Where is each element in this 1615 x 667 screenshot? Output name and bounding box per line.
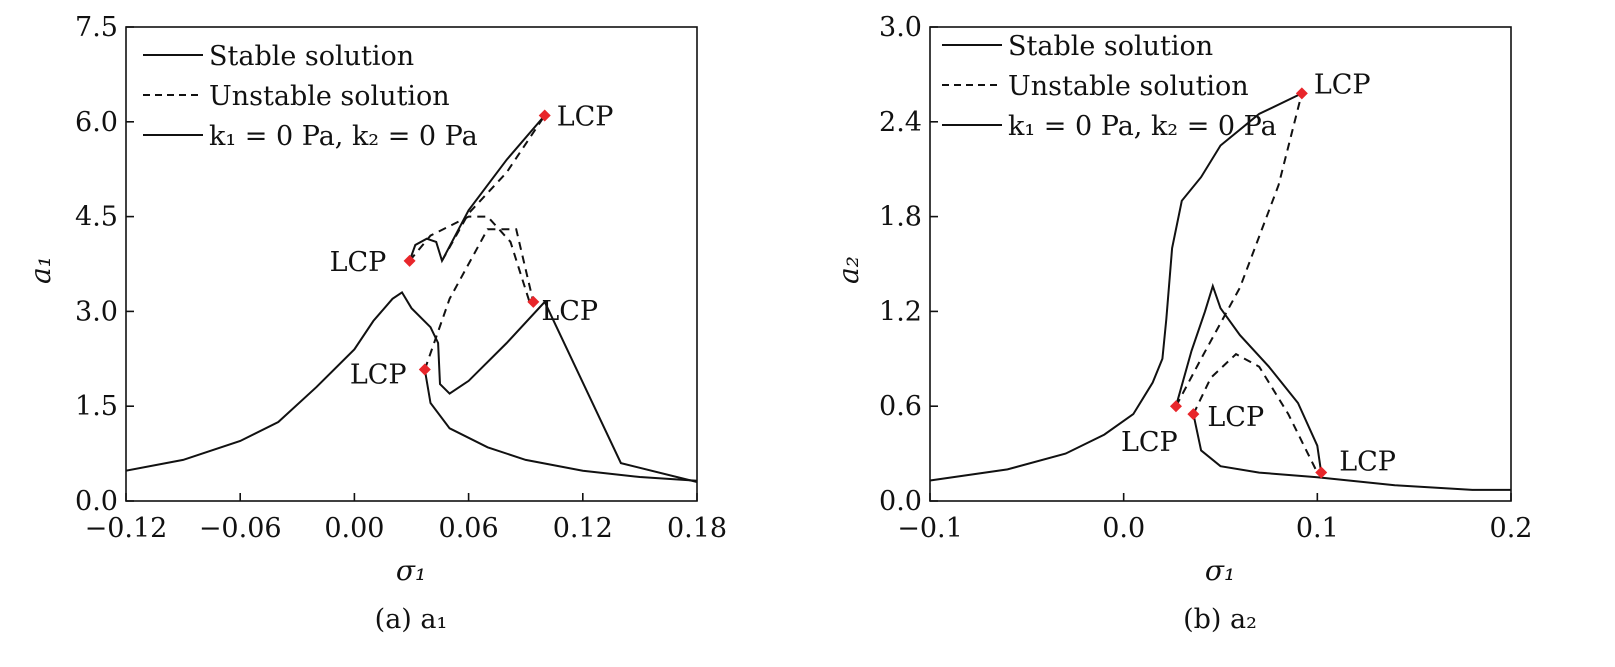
series-curve-1-solid — [929, 92, 1303, 482]
legend-label: k₁ = 0 Pa, k₂ = 0 Pa — [1008, 111, 1277, 142]
series-curve-5-dashed — [408, 215, 531, 303]
panel-caption: (b) a₂ — [1183, 604, 1257, 635]
x-tick-label: 0.00 — [324, 513, 384, 544]
plot-frame — [929, 26, 1512, 502]
legend-label: Unstable solution — [1008, 71, 1249, 102]
y-tick-label: 3.0 — [879, 12, 922, 43]
x-tick-label: −0.06 — [199, 513, 282, 544]
legend-label: Stable solution — [209, 41, 414, 72]
x-tick-label: 0.0 — [1102, 513, 1145, 544]
lcp-marker — [403, 254, 416, 267]
x-tick-label: 0.18 — [667, 513, 727, 544]
x-tick-label: 0.06 — [439, 513, 499, 544]
legend: Stable solution Unstable solution k₁ = 0 P… — [942, 31, 1277, 142]
y-tick-label: 0.0 — [75, 486, 118, 517]
lcp-label: LCP — [541, 296, 598, 327]
lcp-marker — [1295, 87, 1308, 100]
y-tick-label: 4.5 — [75, 202, 118, 233]
x-tick-label: 0.12 — [553, 513, 613, 544]
panel-caption: (a) a₁ — [375, 604, 448, 635]
lcp-label: LCP — [557, 101, 614, 132]
lcp-marker — [1169, 400, 1182, 413]
series-curve-3-dashed — [423, 228, 535, 370]
lcp-label: LCP — [350, 360, 407, 391]
plot-frame — [125, 26, 698, 502]
y-tick-label: 2.4 — [879, 107, 922, 138]
lcp-label: LCP — [1339, 447, 1396, 478]
lcp-marker — [1315, 466, 1328, 479]
y-tick-label: 0.6 — [879, 391, 922, 422]
series-curve-4-solid — [408, 114, 546, 264]
y-axis-label: a₂ — [832, 256, 865, 284]
y-tick-label: 3.0 — [75, 296, 118, 327]
series-curve-6-dashed — [441, 114, 546, 262]
y-tick-label: 6.0 — [75, 107, 118, 138]
x-tick-label: −0.12 — [85, 513, 168, 544]
series-curve-5-solid — [1192, 413, 1511, 491]
series-curve-1-solid — [125, 290, 698, 483]
lcp-marker — [418, 363, 431, 376]
legend: Stable solution Unstable solution k₁ = 0 P… — [143, 41, 478, 152]
lcp-label: LCP — [1207, 402, 1264, 433]
lcp-label: LCP — [1121, 427, 1178, 458]
y-tick-label: 1.5 — [75, 391, 118, 422]
series-curve-4-dashed — [1192, 352, 1319, 474]
y-tick-label: 1.8 — [879, 202, 922, 233]
x-tick-label: 0.2 — [1490, 513, 1533, 544]
series-curve-2-solid — [423, 369, 698, 482]
chart-panel-1: −0.12 −0.06 0.00 0.06 0.12 0.18 0.0 1.5 3.0 4.5 6.… — [24, 12, 727, 635]
lcp-label: LCP — [330, 247, 387, 278]
y-axis-label: a₁ — [24, 256, 57, 284]
legend-label: Stable solution — [1008, 31, 1213, 62]
y-tick-label: 7.5 — [75, 12, 118, 43]
x-axis-label: σ₁ — [396, 554, 426, 587]
y-tick-label: 0.0 — [879, 486, 922, 517]
legend-label: Unstable solution — [209, 81, 450, 112]
y-tick-label: 1.2 — [879, 296, 922, 327]
series-curve-2-dashed — [1175, 93, 1303, 407]
x-tick-label: 0.1 — [1296, 513, 1339, 544]
series-curve-3-solid — [1175, 282, 1323, 473]
lcp-marker — [1187, 408, 1200, 421]
x-axis-label: σ₁ — [1205, 554, 1235, 587]
lcp-label: LCP — [1314, 69, 1371, 100]
legend-label: k₁ = 0 Pa, k₂ = 0 Pa — [209, 121, 478, 152]
lcp-marker — [538, 109, 551, 122]
lcp-marker — [527, 295, 540, 308]
x-tick-label: −0.1 — [897, 513, 963, 544]
